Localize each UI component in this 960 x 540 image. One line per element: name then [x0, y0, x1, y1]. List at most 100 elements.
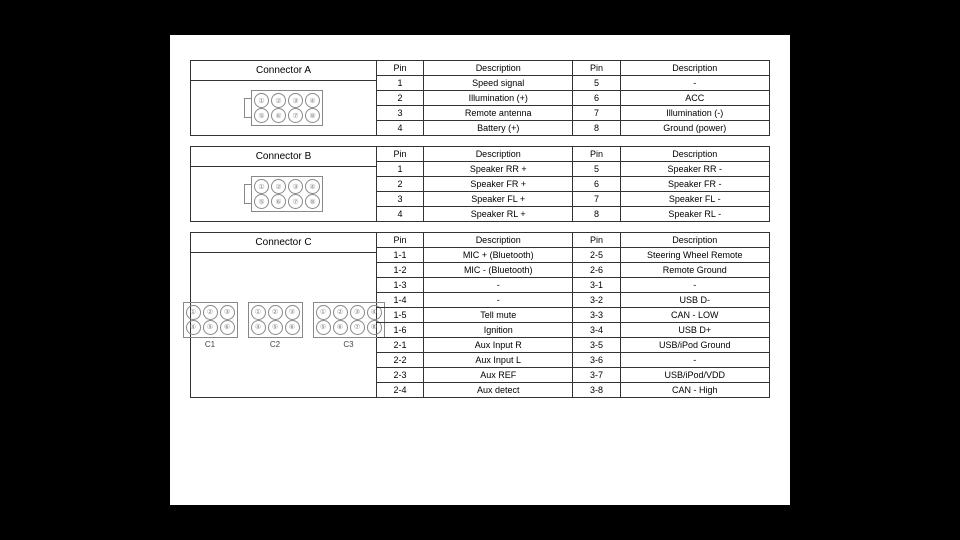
desc-cell: Aux REF — [423, 368, 573, 383]
pin-cell: 2-4 — [377, 383, 423, 398]
table-header-cell: Pin — [573, 147, 620, 162]
desc-cell: Ignition — [423, 323, 573, 338]
table-header-cell: Description — [423, 233, 573, 248]
pin-cell: 1 — [377, 162, 423, 177]
pin-circle: ④ — [305, 179, 320, 194]
desc-cell: MIC + (Bluetooth) — [423, 248, 573, 263]
connector-diagram: ①②③④⑤⑥⑦⑧ — [244, 176, 323, 212]
pin-circle: ⑤ — [316, 320, 331, 335]
pin-circle: ⑤ — [254, 108, 269, 123]
table-header-cell: Description — [620, 233, 769, 248]
desc-cell: ACC — [620, 91, 769, 106]
sub-connector-label: C1 — [205, 340, 215, 349]
pin-circle: ③ — [288, 93, 303, 108]
desc-cell: Steering Wheel Remote — [620, 248, 769, 263]
pin-circle: ② — [271, 179, 286, 194]
pin-cell: 2 — [377, 177, 423, 192]
desc-cell: Speed signal — [423, 76, 573, 91]
connector-title: Connector A — [191, 61, 376, 81]
pin-cell: 1-3 — [377, 278, 423, 293]
pin-circle: ② — [271, 93, 286, 108]
pin-cell: 2 — [377, 91, 423, 106]
desc-cell: Battery (+) — [423, 121, 573, 136]
pin-cell: 3-6 — [573, 353, 620, 368]
sub-connector: ①②③④⑤⑥⑦⑧C3 — [313, 302, 385, 349]
connector-notch — [244, 184, 251, 204]
connector-right-panel: PinDescriptionPinDescription1Speaker RR … — [377, 147, 769, 221]
pin-circle: ⑦ — [288, 194, 303, 209]
desc-cell: USB/iPod/VDD — [620, 368, 769, 383]
desc-cell: Aux Input R — [423, 338, 573, 353]
pinout-table: PinDescriptionPinDescription1-1MIC + (Bl… — [377, 233, 769, 397]
desc-cell: Tell mute — [423, 308, 573, 323]
pin-cell: 1-6 — [377, 323, 423, 338]
pin-circle: ⑦ — [350, 320, 365, 335]
table-row: 2-2Aux Input L3-6- — [377, 353, 769, 368]
pin-cell: 3-5 — [573, 338, 620, 353]
pin-circle: ③ — [288, 179, 303, 194]
pin-cell: 1-2 — [377, 263, 423, 278]
pinout-sheet: Connector A①②③④⑤⑥⑦⑧PinDescriptionPinDesc… — [170, 35, 790, 505]
pin-cell: 1-5 — [377, 308, 423, 323]
sub-connector: ①②③④⑤⑥C2 — [248, 302, 303, 349]
desc-cell: Aux detect — [423, 383, 573, 398]
pin-cell: 6 — [573, 91, 620, 106]
connector-block: Connector B①②③④⑤⑥⑦⑧PinDescriptionPinDesc… — [190, 146, 770, 222]
connector-diagram-area: ①②③④⑤⑥C1①②③④⑤⑥C2①②③④⑤⑥⑦⑧C3 — [191, 253, 376, 397]
pin-circle: ③ — [285, 305, 300, 320]
table-row: 4Battery (+)8Ground (power) — [377, 121, 769, 136]
pin-cell: 3-1 — [573, 278, 620, 293]
connector-title: Connector B — [191, 147, 376, 167]
pin-circle: ⑤ — [254, 194, 269, 209]
table-row: 3Remote antenna7Illumination (-) — [377, 106, 769, 121]
sub-connector-label: C2 — [270, 340, 280, 349]
table-row: 2-1Aux Input R3-5USB/iPod Ground — [377, 338, 769, 353]
pin-circle: ⑧ — [305, 194, 320, 209]
table-row: 2-3Aux REF3-7USB/iPod/VDD — [377, 368, 769, 383]
pin-cell: 2-6 — [573, 263, 620, 278]
desc-cell: Illumination (-) — [620, 106, 769, 121]
table-row: 1-3-3-1- — [377, 278, 769, 293]
pin-circle: ⑥ — [271, 108, 286, 123]
connector-diagram: ①②③④⑤⑥C1①②③④⑤⑥C2①②③④⑤⑥⑦⑧C3 — [183, 302, 385, 349]
desc-cell: CAN - High — [620, 383, 769, 398]
pin-cell: 2-1 — [377, 338, 423, 353]
pin-circle: ② — [268, 305, 283, 320]
desc-cell: Speaker FL + — [423, 192, 573, 207]
pin-cell: 2-2 — [377, 353, 423, 368]
table-row: 2Speaker FR +6Speaker FR - — [377, 177, 769, 192]
connector-notch — [244, 98, 251, 118]
sub-connector: ①②③④⑤⑥C1 — [183, 302, 238, 349]
desc-cell: USB D- — [620, 293, 769, 308]
connector-right-panel: PinDescriptionPinDescription1Speed signa… — [377, 61, 769, 135]
desc-cell: CAN - LOW — [620, 308, 769, 323]
pin-circle: ② — [333, 305, 348, 320]
table-row: 4Speaker RL +8Speaker RL - — [377, 207, 769, 222]
connector-title: Connector C — [191, 233, 376, 253]
pin-cell: 1-1 — [377, 248, 423, 263]
connector-right-panel: PinDescriptionPinDescription1-1MIC + (Bl… — [377, 233, 769, 397]
pin-cell: 4 — [377, 121, 423, 136]
table-row: 3Speaker FL +7Speaker FL - — [377, 192, 769, 207]
desc-cell: - — [423, 293, 573, 308]
pin-cell: 2-3 — [377, 368, 423, 383]
pin-circle: ⑦ — [288, 108, 303, 123]
desc-cell: Ground (power) — [620, 121, 769, 136]
pin-cell: 5 — [573, 162, 620, 177]
pin-circle: ⑥ — [220, 320, 235, 335]
pin-circle: ③ — [350, 305, 365, 320]
pin-cell: 3 — [377, 106, 423, 121]
pinout-table: PinDescriptionPinDescription1Speaker RR … — [377, 147, 769, 221]
pin-cell: 6 — [573, 177, 620, 192]
sub-connector-label: C3 — [343, 340, 353, 349]
pin-circle: ⑥ — [285, 320, 300, 335]
pin-circle: ① — [254, 93, 269, 108]
desc-cell: - — [423, 278, 573, 293]
desc-cell: - — [620, 278, 769, 293]
pin-cell: 5 — [573, 76, 620, 91]
connector-left-panel: Connector C①②③④⑤⑥C1①②③④⑤⑥C2①②③④⑤⑥⑦⑧C3 — [191, 233, 377, 397]
table-row: 1-5Tell mute3-3CAN - LOW — [377, 308, 769, 323]
table-header-cell: Description — [620, 61, 769, 76]
pin-circle: ④ — [186, 320, 201, 335]
desc-cell: Remote Ground — [620, 263, 769, 278]
